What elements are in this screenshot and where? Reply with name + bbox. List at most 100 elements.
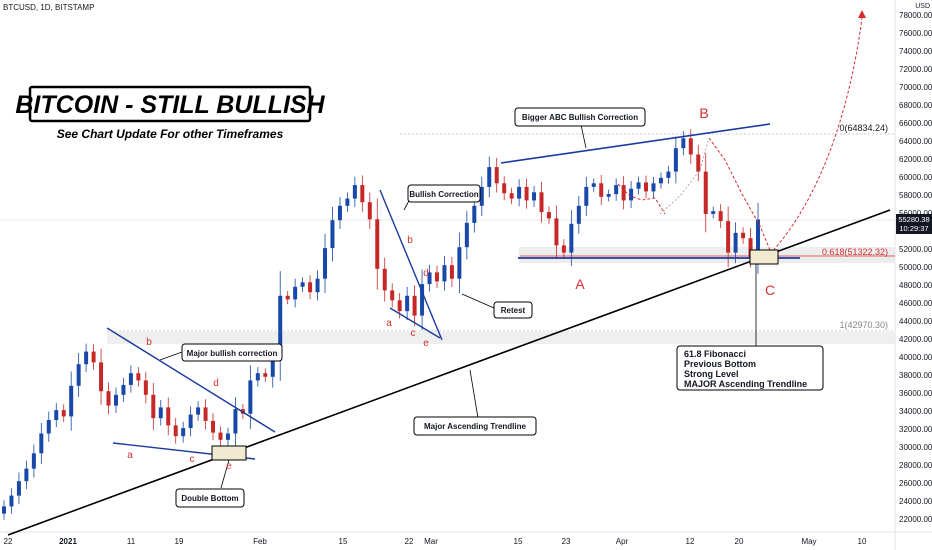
candle-body-8	[61, 410, 66, 417]
y-tick-label-12: 46000.00	[899, 299, 932, 308]
y-tick-label-0: 22000.00	[899, 515, 932, 524]
info-line-4: MAJOR Ascending Trendline	[684, 379, 807, 389]
candle-body-90	[673, 148, 678, 172]
candle-body-70	[524, 186, 529, 201]
candle-body-36	[270, 356, 275, 377]
fib-zone-618	[519, 247, 895, 263]
price-axis[interactable]: 22000.00 24000.00 26000.00 28000.00 30000.00…	[899, 11, 932, 524]
wave-label-B: B	[699, 105, 708, 121]
candle-body-40	[300, 282, 305, 287]
candle-body-30	[225, 433, 230, 440]
candle-body-58	[434, 272, 439, 282]
candle-body-53	[397, 300, 402, 312]
candle-body-73	[546, 212, 551, 219]
trendline-connector	[469, 369, 479, 419]
major-trendline-box[interactable]: Major Ascending Trendline	[413, 416, 537, 436]
retest-label: Retest	[501, 306, 526, 315]
candle-body-91	[681, 138, 686, 149]
candle-body-18	[136, 373, 141, 381]
candle-body-0	[2, 506, 6, 514]
y-tick-label-6: 34000.00	[899, 407, 932, 416]
wave-e-feb: e	[423, 338, 429, 349]
abc-upper-line[interactable]	[500, 123, 771, 164]
candle-body-93	[696, 154, 701, 172]
candle-body-97	[726, 221, 731, 253]
x-tick-label-7: Mar	[424, 537, 438, 546]
bullish-correction-label: Bullish Correction	[409, 190, 478, 199]
major-ascending-trendline[interactable]	[7, 209, 891, 536]
candle-body-1	[9, 495, 14, 507]
wedge-upper-line[interactable]	[106, 327, 276, 433]
major-correction-label: Major bullish correction	[187, 349, 278, 358]
x-tick-label-14: 10	[858, 537, 867, 546]
currency-label: USD	[915, 3, 930, 10]
candle-body-71	[532, 192, 537, 201]
candle-body-79	[591, 183, 596, 187]
feb-wedge-lower[interactable]	[389, 307, 441, 339]
y-tick-label-5: 32000.00	[899, 425, 932, 434]
candle-body-11	[84, 351, 89, 365]
y-tick-label-17: 56000.00	[899, 209, 932, 218]
target-box-c[interactable]	[749, 249, 779, 265]
candle-body-38	[285, 295, 290, 300]
wave-d-feb: d	[423, 268, 429, 279]
candle-body-64	[479, 186, 484, 206]
candle-body-61	[457, 247, 462, 279]
y-tick-label-18: 58000.00	[899, 191, 932, 200]
candle-body-94	[703, 171, 708, 214]
candle-body-31	[233, 409, 238, 434]
retest-box[interactable]: Retest	[493, 301, 533, 319]
y-tick-label-13: 48000.00	[899, 281, 932, 290]
candle-body-74	[554, 218, 559, 246]
y-tick-label-3: 28000.00	[899, 461, 932, 470]
abc-label-box[interactable]: Bigger ABC Bullish Correction	[514, 107, 646, 127]
candle-body-46	[345, 198, 350, 206]
candle-body-69	[517, 186, 522, 199]
candle-body-52	[390, 290, 395, 301]
candle-body-3	[24, 468, 29, 482]
fib-label-1: 1(42970.30)	[839, 320, 888, 330]
info-line-3: Strong Level	[684, 369, 739, 379]
time-axis[interactable]: 22 2021 11 19 Feb 15 22 Mar 15 23 Apr 12 20 May 10	[4, 537, 867, 546]
candle-body-80	[599, 183, 604, 197]
bullish-correction-box[interactable]: Bullish Correction	[407, 184, 481, 203]
bar-countdown: 10:29:37	[899, 224, 928, 233]
major-correction-box[interactable]: Major bullish correction	[181, 343, 283, 362]
candle-body-42	[315, 278, 320, 293]
candle-body-92	[688, 138, 693, 155]
wave-b-jan: b	[146, 337, 152, 348]
wave-label-C: C	[765, 282, 775, 298]
candle-body-99	[741, 232, 746, 239]
fib-label-618: 0.618(51322.32)	[822, 247, 888, 257]
candle-body-55	[412, 295, 417, 316]
double-bottom-box[interactable]	[211, 445, 247, 461]
x-tick-label-1: 2021	[59, 537, 77, 546]
candle-body-15	[113, 394, 118, 406]
wave-d-jan: d	[213, 378, 219, 389]
candle-body-13	[99, 362, 104, 392]
candle-body-72	[539, 192, 544, 213]
candle-body-57	[427, 272, 432, 285]
wave-a-jan: a	[127, 450, 133, 461]
y-tick-label-4: 30000.00	[899, 443, 932, 452]
double-bottom-label-box[interactable]: Double Bottom	[175, 488, 245, 508]
y-tick-label-11: 44000.00	[899, 317, 932, 326]
info-line-2: Previous Bottom	[684, 359, 756, 369]
candle-body-68	[509, 193, 514, 199]
candle-body-87	[651, 183, 656, 192]
candle-body-51	[382, 268, 387, 291]
x-tick-label-11: 12	[686, 537, 695, 546]
double-bottom-label: Double Bottom	[181, 494, 238, 503]
feb-wedge-upper[interactable]	[379, 189, 443, 341]
wave-c-jan: c	[190, 454, 195, 465]
info-box[interactable]: 61.8 Fibonacci Previous Bottom Strong Le…	[676, 345, 824, 391]
x-tick-label-10: Apr	[616, 537, 629, 546]
candle-body-62	[464, 222, 469, 248]
title-box[interactable]: BITCOIN - STILL BULLISH	[15, 85, 326, 123]
candle-body-35	[263, 373, 268, 377]
major-trendline-label: Major Ascending Trendline	[424, 422, 526, 431]
x-tick-label-5: 15	[339, 537, 348, 546]
y-tick-label-21: 64000.00	[899, 137, 932, 146]
